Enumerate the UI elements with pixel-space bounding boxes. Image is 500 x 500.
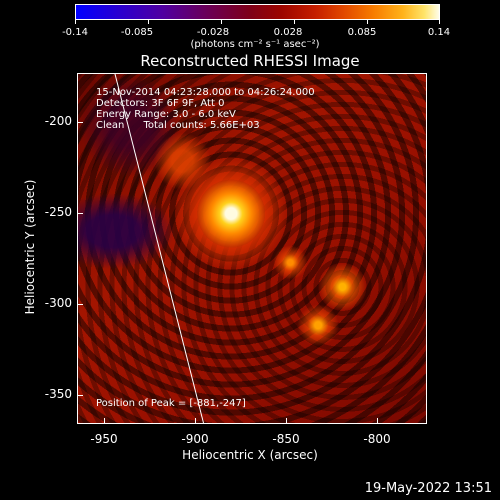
plot-title: Reconstructed RHESSI Image (140, 52, 360, 70)
x-tick-label: -900 (181, 432, 209, 446)
y-tick-label: -350 (44, 387, 72, 401)
y-tick (77, 122, 83, 123)
colorbar-label: -0.14 (62, 27, 88, 38)
y-axis-label: Heliocentric Y (arcsec) (23, 179, 37, 315)
colorbar-tick (439, 20, 440, 24)
colorbar (75, 4, 440, 20)
x-axis-label: Heliocentric X (arcsec) (182, 448, 318, 462)
y-tick-label: -250 (44, 205, 72, 219)
x-tick-label: -950 (90, 432, 118, 446)
x-tick-label: -800 (363, 432, 391, 446)
time-range-text: 15-Nov-2014 04:23:28.000 to 04:26:24.000 (96, 87, 315, 98)
x-tick (195, 418, 196, 424)
timestamp: 19-May-2022 13:51 (364, 481, 492, 496)
colorbar-tick (367, 20, 368, 24)
y-tick (77, 213, 83, 214)
colorbar-tick (148, 20, 149, 24)
colorbar-label: -0.028 (196, 27, 230, 38)
y-tick-label: -300 (44, 296, 72, 310)
energy-range-text: Energy Range: 3.0 - 6.0 keV (96, 109, 236, 120)
colorbar-label: -0.085 (120, 27, 154, 38)
colorbar-tick (221, 20, 222, 24)
x-tick (377, 418, 378, 424)
y-tick-label: -200 (44, 114, 72, 128)
colorbar-label: 0.085 (347, 27, 377, 38)
detectors-text: Detectors: 3F 6F 9F, Att 0 (96, 98, 225, 109)
clean-counts-text: Clean Total counts: 5.66E+03 (96, 120, 260, 131)
x-tick-label: -850 (272, 432, 300, 446)
colorbar-unit: (photons cm⁻² s⁻¹ asec⁻²) (190, 39, 320, 50)
solar-limb-line (114, 74, 205, 423)
rhessi-image: 15-Nov-2014 04:23:28.000 to 04:26:24.000… (77, 73, 427, 424)
x-tick (286, 418, 287, 424)
x-tick (104, 418, 105, 424)
colorbar-tick (294, 20, 295, 24)
y-tick (77, 395, 83, 396)
colorbar-label: 0.14 (427, 27, 451, 38)
colorbar-tick (75, 20, 76, 24)
colorbar-label: 0.028 (273, 27, 303, 38)
peak-position-text: Position of Peak = [-881,-247] (96, 398, 246, 409)
y-tick (77, 304, 83, 305)
